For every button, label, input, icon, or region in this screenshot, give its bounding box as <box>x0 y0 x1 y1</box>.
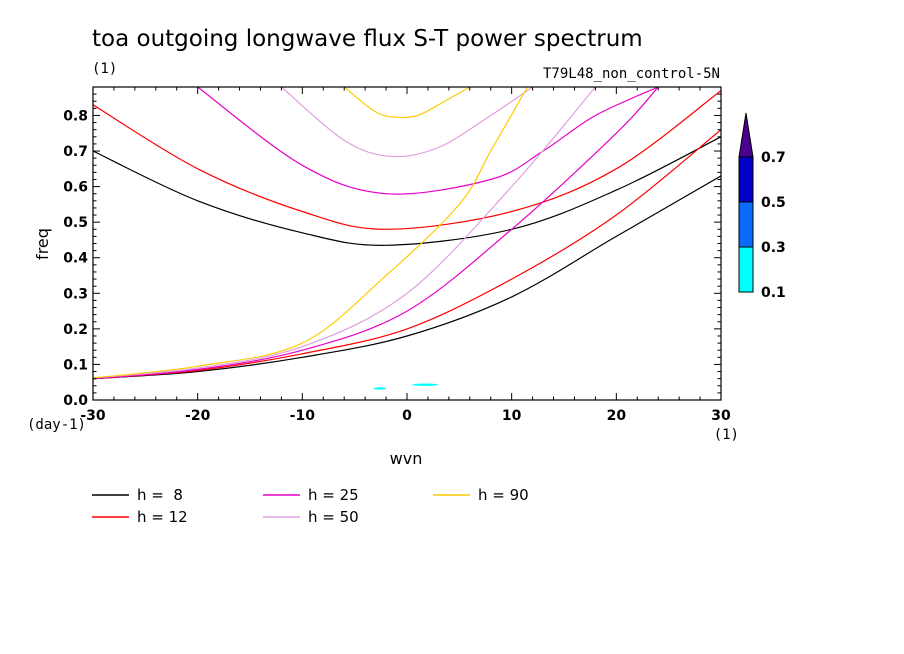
series-line-5-upper <box>343 87 471 119</box>
y-tick-label: 0.6 <box>63 180 88 196</box>
colorbar-segment-1 <box>738 246 754 293</box>
y-tick-label: 0.1 <box>63 357 88 373</box>
colorbar-label: 0.7 <box>761 150 786 166</box>
series-line-4-upper <box>281 87 533 158</box>
plot-frame <box>92 86 722 401</box>
colorbar-segment-3 <box>738 156 754 203</box>
colorbar-label: 0.3 <box>761 240 786 256</box>
contour-patch-2 <box>412 383 439 386</box>
series-line-4-lower <box>93 87 596 379</box>
legend: h = 8 h = 12 h = 25 h = 50 h = 90 <box>92 486 529 526</box>
x-tick-label: 20 <box>607 408 627 424</box>
series-line-2-upper <box>93 90 721 230</box>
legend-label-1: h = 8 <box>137 486 183 504</box>
colorbar-label: 0.5 <box>761 195 786 211</box>
legend-label-4: h = 50 <box>308 508 359 526</box>
colorbar-label: 0.1 <box>761 285 786 301</box>
x-tick-label: -20 <box>185 408 211 424</box>
series-line-2-lower <box>93 129 721 380</box>
colorbar: 0.1 0.3 0.5 0.7 <box>738 112 786 301</box>
y-tick-label: 0.0 <box>63 393 88 409</box>
y-tick-label: 0.4 <box>63 251 88 267</box>
series-line-3-upper <box>197 87 659 195</box>
contour-patch-1 <box>373 387 387 390</box>
series-line-1-upper <box>93 136 721 246</box>
y-tick-label: 0.7 <box>63 144 88 160</box>
legend-label-2: h = 12 <box>137 508 188 526</box>
chart-subtitle-right: T79L48_non_control-5N <box>543 66 720 82</box>
y-axis-label: freq <box>33 228 52 260</box>
legend-label-3: h = 25 <box>308 486 359 504</box>
colorbar-arrow <box>738 112 754 158</box>
x-axis-label: wvn <box>390 449 423 468</box>
y-tick-label: 0.3 <box>63 286 88 302</box>
x-tick-label: -10 <box>290 408 316 424</box>
series-line-5-lower <box>93 87 528 379</box>
x-tick-label: -30 <box>80 408 106 424</box>
x-tick-label: 30 <box>711 408 731 424</box>
series-line-3-lower <box>93 87 659 380</box>
x-unit-label: (1) <box>714 427 739 443</box>
contour-patches <box>373 383 439 390</box>
chart-subtitle-left: (1) <box>92 61 117 77</box>
legend-label-5: h = 90 <box>478 486 529 504</box>
series-line-1-lower <box>93 175 721 380</box>
axes: 0.0 0.1 0.2 0.3 0.4 0.5 0.6 0.7 0.8 -30 -20 -10 0 10 2… <box>63 86 731 424</box>
colorbar-segment-2 <box>738 201 754 248</box>
x-tick-label: 10 <box>502 408 522 424</box>
x-tick-label: 0 <box>402 408 412 424</box>
y-tick-label: 0.2 <box>63 322 88 338</box>
y-tick-label: 0.5 <box>63 215 88 231</box>
y-tick-label: 0.8 <box>63 108 88 124</box>
series-layer <box>93 87 721 380</box>
chart-title: toa outgoing longwave flux S-T power spe… <box>92 26 643 52</box>
y-unit-label: (day-1) <box>27 417 86 433</box>
